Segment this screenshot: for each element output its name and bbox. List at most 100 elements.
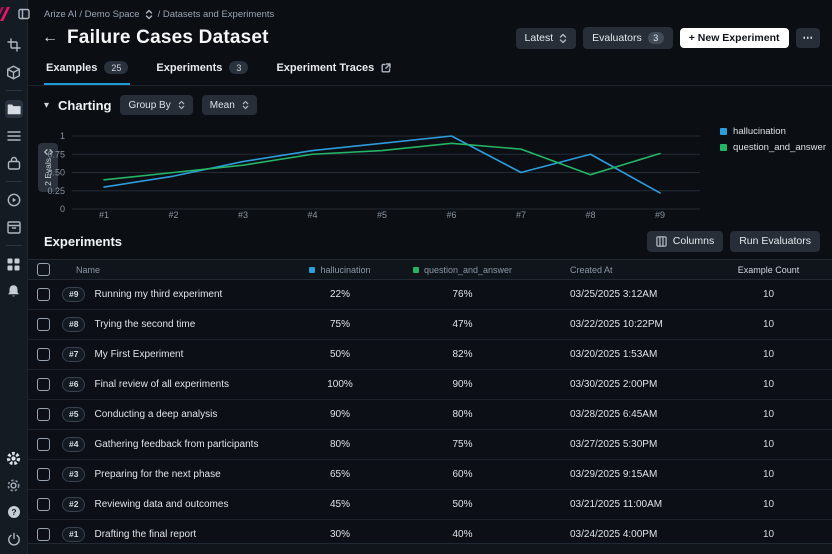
- help-icon[interactable]: ?: [5, 503, 23, 521]
- group-by-dropdown[interactable]: Group By: [120, 95, 192, 115]
- row-checkbox[interactable]: [37, 528, 50, 541]
- datasets-folder-icon[interactable]: [5, 100, 23, 118]
- table-row[interactable]: #7 My First Experiment 50% 82% 03/20/202…: [28, 340, 832, 370]
- chevron-updown-icon: [178, 100, 185, 110]
- experiment-number-badge: #2: [62, 497, 85, 512]
- charting-disclosure-icon[interactable]: ▾: [44, 100, 49, 111]
- hallucination-value: 45%: [290, 499, 390, 510]
- question-and-answer-value: 80%: [390, 409, 535, 420]
- svg-text:?: ?: [11, 507, 16, 517]
- settings-gear-filled-icon[interactable]: [5, 449, 23, 467]
- experiment-number-badge: #1: [62, 527, 85, 542]
- svg-text:#9: #9: [655, 210, 665, 220]
- tab-experiment-traces[interactable]: Experiment Traces: [274, 53, 393, 85]
- notifications-bell-icon[interactable]: [5, 282, 23, 300]
- svg-text:0.50: 0.50: [47, 168, 65, 178]
- row-checkbox[interactable]: [37, 288, 50, 301]
- column-header-name: Name: [58, 265, 290, 275]
- row-checkbox[interactable]: [37, 318, 50, 331]
- row-checkbox[interactable]: [37, 348, 50, 361]
- sidebar-divider: [6, 90, 22, 91]
- list-icon[interactable]: [5, 127, 23, 145]
- select-all-checkbox[interactable]: [37, 263, 50, 276]
- sidebar-divider: [6, 181, 22, 182]
- hallucination-value: 22%: [290, 289, 390, 300]
- archive-box-icon[interactable]: [5, 218, 23, 236]
- table-row[interactable]: #5 Conducting a deep analysis 90% 80% 03…: [28, 400, 832, 430]
- tab-examples[interactable]: Examples 25: [44, 53, 130, 85]
- power-icon[interactable]: [5, 530, 23, 548]
- svg-text:#7: #7: [516, 210, 526, 220]
- experiment-name: Conducting a deep analysis: [94, 409, 217, 420]
- experiment-name: Trying the second time: [94, 319, 195, 330]
- chevron-updown-icon: [242, 100, 249, 110]
- experiment-name: Preparing for the next phase: [94, 469, 220, 480]
- svg-text:#8: #8: [585, 210, 595, 220]
- back-button[interactable]: ←: [42, 29, 58, 47]
- run-evaluators-button[interactable]: Run Evaluators: [730, 231, 820, 252]
- tab-experiments[interactable]: Experiments 3: [154, 53, 250, 85]
- svg-text:0: 0: [60, 204, 65, 214]
- metric-label: Mean: [210, 100, 235, 111]
- example-count-value: 10: [705, 289, 832, 300]
- admin-gear-icon[interactable]: [5, 476, 23, 494]
- example-count-value: 10: [705, 409, 832, 420]
- apps-grid-icon[interactable]: [5, 255, 23, 273]
- new-experiment-button[interactable]: + New Experiment: [680, 28, 789, 49]
- experiment-name: Reviewing data and outcomes: [94, 499, 228, 510]
- experiment-name: Drafting the final report: [94, 529, 196, 540]
- created-at-value: 03/24/2025 4:00PM: [535, 529, 705, 540]
- example-count-value: 10: [705, 319, 832, 330]
- svg-text:#4: #4: [307, 210, 317, 220]
- row-checkbox[interactable]: [37, 408, 50, 421]
- question-and-answer-value: 47%: [390, 319, 535, 330]
- hallucination-value: 90%: [290, 409, 390, 420]
- svg-text:#1: #1: [99, 210, 109, 220]
- lock-case-icon[interactable]: [5, 154, 23, 172]
- legend-item-question_and_answer[interactable]: question_and_answer: [720, 142, 826, 153]
- experiment-number-badge: #3: [62, 467, 85, 482]
- hallucination-value: 100%: [290, 379, 390, 390]
- table-row[interactable]: #8 Trying the second time 75% 47% 03/22/…: [28, 310, 832, 340]
- table-row[interactable]: #6 Final review of all experiments 100% …: [28, 370, 832, 400]
- table-row[interactable]: #2 Reviewing data and outcomes 45% 50% 0…: [28, 490, 832, 520]
- svg-text:#3: #3: [238, 210, 248, 220]
- tab-experiments-label: Experiments: [156, 62, 222, 74]
- latest-dropdown[interactable]: Latest: [516, 28, 577, 49]
- row-checkbox[interactable]: [37, 498, 50, 511]
- examples-count-badge: 25: [104, 61, 128, 74]
- columns-button[interactable]: Columns: [647, 231, 723, 252]
- row-checkbox[interactable]: [37, 468, 50, 481]
- space-switcher-icon[interactable]: [145, 9, 153, 20]
- hallucination-value: 80%: [290, 439, 390, 450]
- evaluators-button[interactable]: Evaluators 3: [583, 27, 673, 49]
- legend-item-hallucination[interactable]: hallucination: [720, 126, 826, 137]
- evaluators-button-label: Evaluators: [592, 33, 642, 44]
- experiment-name: My First Experiment: [94, 349, 183, 360]
- hallucination-value: 30%: [290, 529, 390, 540]
- table-row[interactable]: #3 Preparing for the next phase 65% 60% …: [28, 460, 832, 490]
- more-actions-button[interactable]: ⋯: [796, 28, 821, 49]
- breadcrumb-section[interactable]: / Datasets and Experiments: [158, 9, 275, 20]
- row-checkbox[interactable]: [37, 378, 50, 391]
- breadcrumb-space[interactable]: Arize AI / Demo Space: [44, 9, 140, 20]
- latest-dropdown-label: Latest: [525, 33, 554, 44]
- play-circle-icon[interactable]: [5, 191, 23, 209]
- metric-dropdown[interactable]: Mean: [202, 95, 257, 115]
- example-count-value: 10: [705, 529, 832, 540]
- experiment-number-badge: #8: [62, 317, 85, 332]
- row-checkbox[interactable]: [37, 438, 50, 451]
- trace-crop-icon[interactable]: [5, 36, 23, 54]
- hallucination-swatch: [720, 128, 727, 135]
- table-row[interactable]: #9 Running my third experiment 22% 76% 0…: [28, 280, 832, 310]
- page-title: Failure Cases Dataset: [67, 27, 269, 49]
- hallucination-value: 65%: [290, 469, 390, 480]
- table-row[interactable]: #4 Gathering feedback from participants …: [28, 430, 832, 460]
- svg-text:1: 1: [60, 131, 65, 141]
- model-cube-icon[interactable]: [5, 63, 23, 81]
- evals-line-chart: 00.250.500.751#1#2#3#4#5#6#7#8#9: [44, 117, 734, 223]
- columns-icon: [656, 236, 667, 247]
- experiments-count-badge: 3: [229, 61, 248, 74]
- arize-logo-icon[interactable]: [0, 5, 13, 23]
- app-sidebar: ?: [0, 0, 28, 554]
